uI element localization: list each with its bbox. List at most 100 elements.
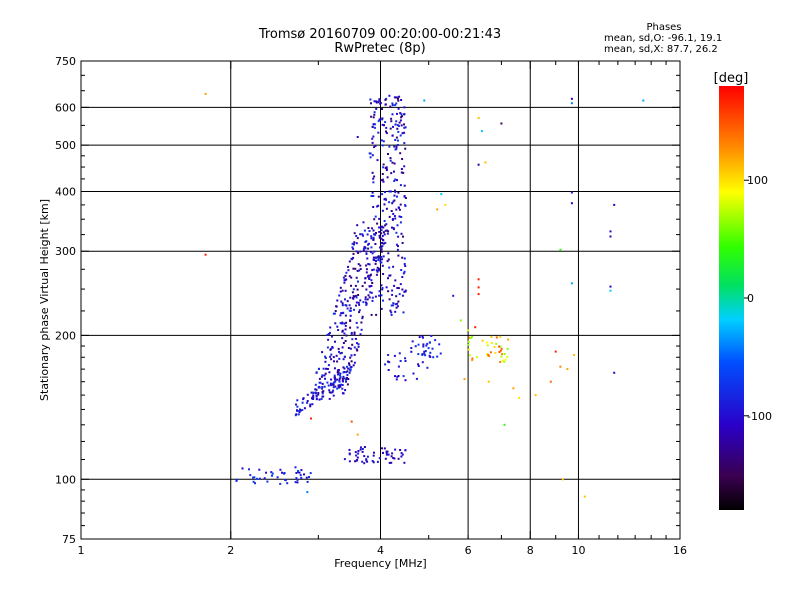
data-point xyxy=(385,169,388,171)
data-point xyxy=(341,330,344,333)
data-point xyxy=(368,152,371,155)
data-point xyxy=(393,354,396,357)
data-point xyxy=(371,154,374,157)
data-point xyxy=(477,293,480,296)
data-point xyxy=(356,459,359,461)
data-point xyxy=(378,294,381,297)
data-point xyxy=(353,333,356,336)
data-point xyxy=(403,126,406,129)
data-point xyxy=(341,387,344,390)
data-point xyxy=(388,145,391,148)
data-point xyxy=(403,165,406,168)
data-point xyxy=(284,479,287,482)
y-tick-label: 75 xyxy=(62,533,76,546)
y-tick-label: 600 xyxy=(55,101,76,114)
data-point xyxy=(349,356,352,359)
data-point xyxy=(371,171,374,174)
data-point xyxy=(477,163,480,166)
data-point xyxy=(573,354,576,356)
data-point xyxy=(394,310,397,313)
data-point xyxy=(339,286,342,289)
y-tick-label: 750 xyxy=(55,55,76,68)
data-point xyxy=(397,287,400,290)
data-point xyxy=(296,409,298,412)
data-point xyxy=(379,102,382,105)
data-point xyxy=(381,264,384,267)
data-point xyxy=(348,260,351,263)
data-point xyxy=(429,356,432,358)
data-point xyxy=(371,296,374,299)
data-point xyxy=(396,124,399,127)
data-point xyxy=(344,274,347,277)
data-point xyxy=(349,326,352,329)
data-point xyxy=(378,99,381,102)
data-point xyxy=(396,179,398,182)
data-point xyxy=(327,338,330,341)
data-point xyxy=(384,457,387,460)
data-point xyxy=(493,346,496,348)
data-point xyxy=(348,362,350,365)
data-point xyxy=(426,366,429,369)
data-point xyxy=(383,203,386,206)
data-point xyxy=(338,377,341,380)
data-point xyxy=(355,304,357,307)
data-point xyxy=(486,353,488,356)
data-point xyxy=(315,371,318,374)
data-point xyxy=(276,476,279,479)
data-point xyxy=(364,296,367,299)
data-point xyxy=(463,378,466,381)
data-point xyxy=(365,268,368,271)
data-point xyxy=(403,461,406,464)
data-point xyxy=(366,298,369,301)
data-point xyxy=(357,294,360,296)
data-point xyxy=(494,351,497,354)
chart-title-line2: RwPretec (8p) xyxy=(334,41,426,56)
data-point xyxy=(312,394,315,397)
data-point xyxy=(345,334,348,337)
data-point xyxy=(345,278,348,281)
data-point xyxy=(377,257,380,260)
data-point xyxy=(254,482,256,485)
data-point xyxy=(386,229,388,232)
data-point xyxy=(340,300,343,303)
data-point xyxy=(570,202,573,205)
data-point xyxy=(297,413,300,416)
data-point xyxy=(370,237,373,240)
data-point xyxy=(434,339,437,342)
data-point xyxy=(381,144,384,147)
data-point xyxy=(404,126,407,129)
data-point xyxy=(425,344,428,347)
data-point xyxy=(385,198,387,201)
data-point xyxy=(397,99,400,102)
data-point xyxy=(341,392,344,395)
data-point xyxy=(500,122,503,125)
data-point xyxy=(373,175,376,178)
data-point xyxy=(398,215,401,218)
data-point xyxy=(367,294,370,297)
data-point xyxy=(613,203,616,206)
data-point xyxy=(380,307,383,310)
data-point xyxy=(332,356,335,359)
data-point xyxy=(320,397,323,400)
data-point xyxy=(383,124,385,127)
data-point xyxy=(298,411,301,414)
data-point xyxy=(332,386,335,389)
data-point xyxy=(417,363,420,366)
data-point xyxy=(559,248,562,251)
data-point xyxy=(344,304,347,306)
data-point xyxy=(337,386,340,389)
data-point xyxy=(352,288,355,291)
data-point xyxy=(376,266,379,269)
data-point xyxy=(403,290,406,293)
data-point xyxy=(301,401,304,404)
data-point xyxy=(341,384,344,386)
data-point xyxy=(347,347,350,349)
data-point xyxy=(338,379,341,382)
data-point xyxy=(324,377,326,380)
data-point xyxy=(295,403,297,406)
data-point xyxy=(367,227,370,229)
data-point xyxy=(374,295,377,298)
data-point xyxy=(399,152,402,155)
data-point xyxy=(396,305,399,308)
data-point xyxy=(384,363,387,366)
